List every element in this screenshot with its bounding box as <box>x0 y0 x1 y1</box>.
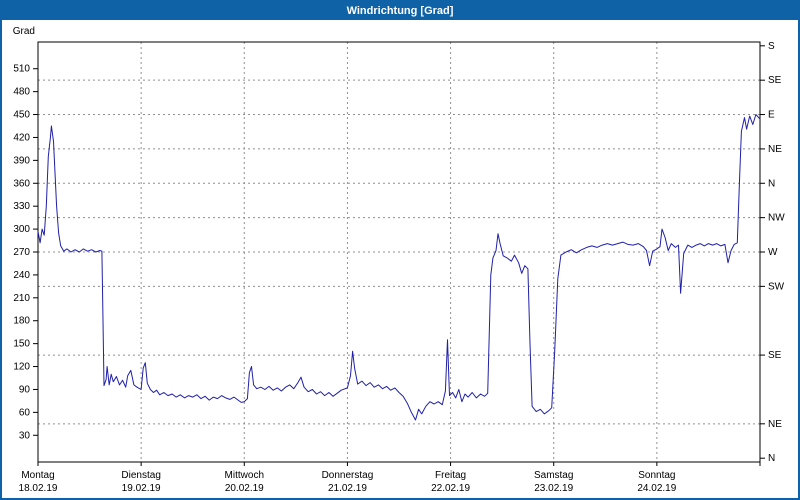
compass-label: N <box>768 453 775 464</box>
window-titlebar: Windrichtung [Grad] <box>2 2 798 20</box>
y-tick-label: 450 <box>13 110 30 121</box>
y-tick-label: 300 <box>13 224 30 235</box>
compass-axis-labels: S SE E NE N NW W SW SE NE N <box>760 41 785 464</box>
y-axis-labels: 30 60 90 120 150 180 210 240 270 300 330 360 390 420 4… <box>13 26 38 441</box>
compass-label: SW <box>768 281 785 292</box>
window-title: Windrichtung [Grad] <box>346 5 454 17</box>
gridlines <box>38 42 760 462</box>
y-tick-label: 180 <box>13 316 30 327</box>
compass-label: NE <box>768 144 782 155</box>
day-date-label: 24.02.19 <box>637 483 676 494</box>
day-date-label: 19.02.19 <box>122 483 161 494</box>
y-tick-label: 150 <box>13 339 30 350</box>
chart-area: 30 60 90 120 150 180 210 240 270 300 330 360 390 420 4… <box>2 20 798 498</box>
y-tick-label: 240 <box>13 270 30 281</box>
y-axis-title: Grad <box>13 26 35 37</box>
day-name-label: Samstag <box>534 470 573 481</box>
wind-direction-chart: 30 60 90 120 150 180 210 240 270 300 330 360 390 420 4… <box>2 20 798 498</box>
y-tick-label: 480 <box>13 87 30 98</box>
compass-label: N <box>768 178 775 189</box>
day-name-label: Donnerstag <box>322 470 374 481</box>
day-name-label: Freitag <box>435 470 466 481</box>
day-date-label: 20.02.19 <box>225 483 264 494</box>
day-name-label: Montag <box>21 470 54 481</box>
compass-label: S <box>768 41 775 52</box>
day-name-label: Dienstag <box>121 470 160 481</box>
day-date-label: 23.02.19 <box>534 483 573 494</box>
chart-background <box>2 20 798 498</box>
day-name-label: Mittwoch <box>225 470 264 481</box>
compass-label: SE <box>768 350 782 361</box>
day-date-label: 22.02.19 <box>431 483 470 494</box>
wind-direction-line <box>37 114 761 421</box>
y-tick-label: 510 <box>13 64 30 75</box>
compass-label: E <box>768 110 775 121</box>
compass-label: NW <box>768 213 785 224</box>
y-tick-label: 30 <box>19 430 31 441</box>
y-tick-label: 60 <box>19 407 31 418</box>
compass-label: W <box>768 247 778 258</box>
x-axis-labels: Montag 18.02.19 Dienstag 19.02.19 Mittwoch 20… <box>19 462 761 494</box>
y-tick-label: 270 <box>13 247 30 258</box>
y-tick-label: 420 <box>13 132 30 143</box>
day-date-label: 18.02.19 <box>19 483 58 494</box>
compass-label: NE <box>768 419 782 430</box>
y-tick-label: 330 <box>13 201 30 212</box>
y-tick-label: 210 <box>13 293 30 304</box>
y-tick-label: 90 <box>19 384 31 395</box>
y-tick-label: 120 <box>13 362 30 373</box>
day-date-label: 21.02.19 <box>328 483 367 494</box>
y-tick-label: 360 <box>13 178 30 189</box>
day-name-label: Sonntag <box>638 470 675 481</box>
y-tick-label: 390 <box>13 155 30 166</box>
compass-label: SE <box>768 75 782 86</box>
